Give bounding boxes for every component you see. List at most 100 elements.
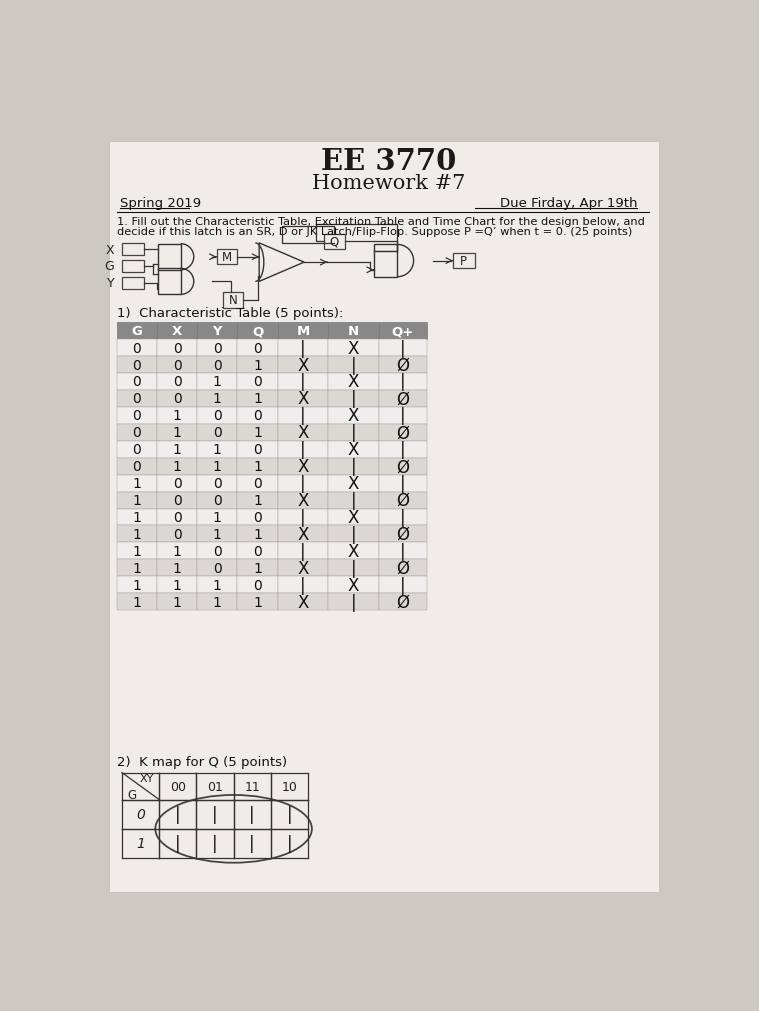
Text: EE 3770: EE 3770 [321,147,456,176]
Text: 0: 0 [254,375,262,389]
Text: 1: 1 [132,511,141,525]
Text: |: | [300,509,306,527]
FancyBboxPatch shape [157,560,197,576]
Text: Ø: Ø [396,356,409,374]
FancyBboxPatch shape [197,509,238,526]
FancyBboxPatch shape [278,390,328,407]
Text: X: X [348,441,359,459]
Text: 1: 1 [254,561,262,575]
FancyBboxPatch shape [328,407,379,425]
Text: 0: 0 [213,426,222,440]
Text: |: | [300,474,306,492]
Text: 0: 0 [172,493,181,508]
Text: Spring 2019: Spring 2019 [120,197,201,210]
Text: Ø: Ø [396,424,409,442]
FancyBboxPatch shape [117,593,157,611]
Text: |: | [351,458,356,476]
FancyBboxPatch shape [197,340,238,357]
FancyBboxPatch shape [278,509,328,526]
FancyBboxPatch shape [238,576,278,593]
Text: |: | [351,491,356,510]
FancyBboxPatch shape [197,576,238,593]
FancyBboxPatch shape [157,323,197,340]
FancyBboxPatch shape [278,543,328,560]
Text: 1: 1 [172,408,181,423]
Text: 0: 0 [254,408,262,423]
FancyBboxPatch shape [197,357,238,374]
Text: X: X [298,390,309,408]
FancyBboxPatch shape [238,560,278,576]
FancyBboxPatch shape [238,390,278,407]
FancyBboxPatch shape [379,340,427,357]
Text: 0: 0 [213,342,222,355]
Text: Ø: Ø [396,458,409,476]
FancyBboxPatch shape [238,509,278,526]
Text: X: X [348,474,359,492]
Text: |: | [351,424,356,442]
Text: 0: 0 [254,476,262,490]
FancyBboxPatch shape [278,526,328,543]
Text: |: | [300,441,306,459]
Text: X: X [172,325,182,338]
Text: Ø: Ø [396,593,409,611]
Text: |: | [400,474,405,492]
Text: 0: 0 [254,578,262,592]
FancyBboxPatch shape [157,442,197,458]
Text: 1: 1 [132,476,141,490]
Text: G: G [131,325,142,338]
Text: 0: 0 [213,493,222,508]
FancyBboxPatch shape [278,560,328,576]
FancyBboxPatch shape [238,475,278,492]
Text: X: X [298,593,309,611]
FancyBboxPatch shape [328,526,379,543]
Text: |: | [175,806,181,823]
FancyBboxPatch shape [379,323,427,340]
FancyBboxPatch shape [197,442,238,458]
Text: Due Firday, Apr 19th: Due Firday, Apr 19th [500,197,638,210]
FancyBboxPatch shape [117,560,157,576]
FancyBboxPatch shape [278,407,328,425]
FancyBboxPatch shape [157,509,197,526]
Text: 0: 0 [213,476,222,490]
FancyBboxPatch shape [197,543,238,560]
FancyBboxPatch shape [157,374,197,390]
FancyBboxPatch shape [328,458,379,475]
FancyBboxPatch shape [328,492,379,509]
Text: 1: 1 [172,561,181,575]
Text: 1: 1 [172,443,181,457]
Text: |: | [175,835,181,852]
Text: 10: 10 [282,779,298,793]
Text: Q+: Q+ [392,325,414,338]
Text: 1: 1 [254,460,262,474]
Text: 1: 1 [132,561,141,575]
FancyBboxPatch shape [278,374,328,390]
Text: 1: 1 [213,392,222,406]
Text: 0: 0 [254,443,262,457]
Text: 0: 0 [172,342,181,355]
Text: Ø: Ø [396,526,409,543]
Text: |: | [400,576,405,594]
Text: |: | [351,390,356,408]
Text: 1: 1 [254,358,262,372]
Text: |: | [250,835,255,852]
FancyBboxPatch shape [157,492,197,509]
FancyBboxPatch shape [117,458,157,475]
Text: X: X [348,373,359,391]
Text: 1: 1 [213,443,222,457]
Text: |: | [213,835,218,852]
Text: 0: 0 [213,544,222,558]
Text: 00: 00 [170,779,186,793]
FancyBboxPatch shape [328,340,379,357]
FancyBboxPatch shape [117,374,157,390]
Text: X: X [298,526,309,543]
FancyBboxPatch shape [117,576,157,593]
FancyBboxPatch shape [238,593,278,611]
Text: 1: 1 [172,578,181,592]
FancyBboxPatch shape [278,357,328,374]
FancyBboxPatch shape [157,475,197,492]
Text: 0: 0 [213,408,222,423]
FancyBboxPatch shape [328,357,379,374]
FancyBboxPatch shape [117,323,157,340]
Text: X: X [348,407,359,425]
Text: 1: 1 [254,595,262,609]
